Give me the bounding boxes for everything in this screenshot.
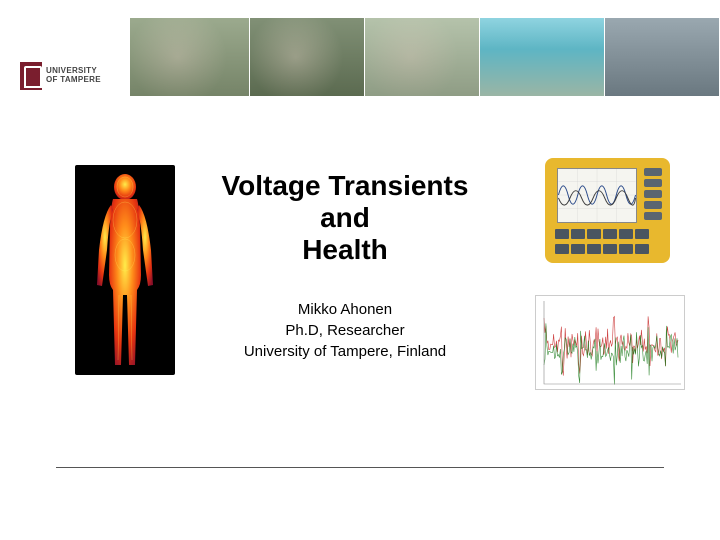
body-figure-icon bbox=[75, 165, 175, 375]
scope-keypad bbox=[555, 229, 660, 257]
human-body-image bbox=[75, 165, 175, 375]
title-line2: and bbox=[195, 202, 495, 234]
slide-title: Voltage Transients and Health bbox=[195, 170, 495, 267]
scope-waveform-icon bbox=[558, 169, 636, 222]
scope-body bbox=[545, 158, 670, 263]
footer-divider bbox=[56, 467, 664, 468]
waveform-svg bbox=[536, 296, 685, 390]
banner-panel-2 bbox=[250, 18, 365, 96]
scope-side-buttons bbox=[644, 168, 664, 220]
logo-text: UNIVERSITY OF TAMPERE bbox=[46, 67, 101, 85]
banner-panel-5 bbox=[605, 18, 720, 96]
author-credential: Ph.D, Researcher bbox=[195, 320, 495, 341]
right-column bbox=[535, 150, 680, 390]
banner-panel-1 bbox=[130, 18, 250, 96]
oscilloscope-image bbox=[535, 150, 680, 270]
logo-mark-icon bbox=[20, 62, 42, 90]
logo-line2: OF TAMPERE bbox=[46, 76, 101, 85]
scope-screen bbox=[557, 168, 637, 223]
author-affiliation: University of Tampere, Finland bbox=[195, 341, 495, 362]
transient-waveform-chart bbox=[535, 295, 685, 390]
author-block: Mikko Ahonen Ph.D, Researcher University… bbox=[195, 299, 495, 362]
title-block: Voltage Transients and Health Mikko Ahon… bbox=[195, 170, 495, 362]
banner-panel-3 bbox=[365, 18, 480, 96]
author-name: Mikko Ahonen bbox=[195, 299, 495, 320]
banner-panel-4 bbox=[480, 18, 605, 96]
university-logo: UNIVERSITY OF TAMPERE bbox=[18, 56, 128, 96]
title-line3: Health bbox=[195, 234, 495, 266]
title-line1: Voltage Transients bbox=[195, 170, 495, 202]
